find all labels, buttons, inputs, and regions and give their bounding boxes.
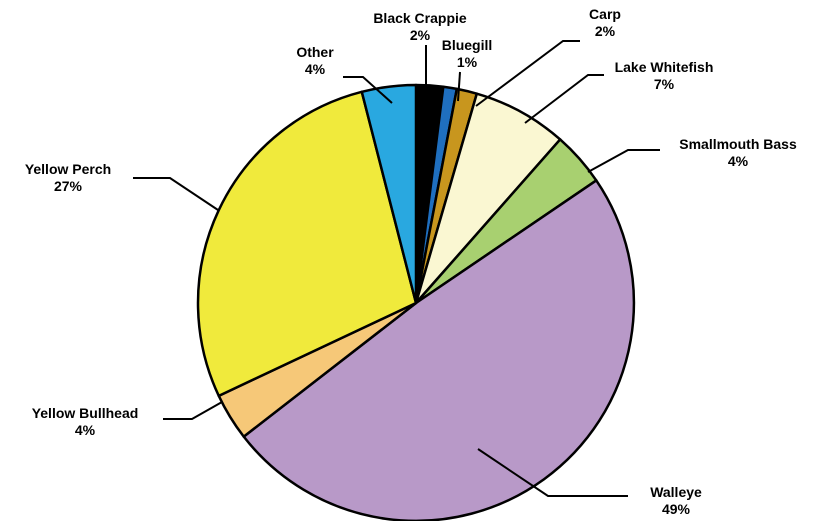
slice-percent-yellow-bullhead: 4% [75, 422, 96, 438]
pie-slice-other [360, 83, 418, 305]
slice-label-black-crappie: Black Crappie [373, 10, 467, 26]
pie-slice-yellow-perch [196, 90, 418, 398]
slice-label-yellow-bullhead: Yellow Bullhead [32, 405, 139, 421]
slice-percent-yellow-perch: 27% [54, 178, 83, 194]
slice-percent-smallmouth-bass: 4% [728, 153, 749, 169]
leader-lines-layer [133, 40, 660, 497]
slice-label-other: Other [296, 44, 334, 60]
leader-line-other [343, 76, 393, 104]
slice-label-bluegill: Bluegill [442, 37, 493, 53]
leader-line-smallmouth-bass [587, 149, 660, 173]
slice-label-lake-whitefish: Lake Whitefish [615, 59, 714, 75]
slice-percent-lake-whitefish: 7% [654, 76, 675, 92]
slice-percent-walleye: 49% [662, 501, 691, 517]
slice-percent-bluegill: 1% [457, 54, 478, 70]
slice-percent-black-crappie: 2% [410, 27, 431, 43]
pie-slice-walleye [242, 179, 636, 521]
leader-line-lake-whitefish [524, 74, 604, 124]
slice-percent-carp: 2% [595, 23, 616, 39]
slice-label-carp: Carp [589, 6, 621, 22]
slice-label-walleye: Walleye [650, 484, 702, 500]
leader-line-carp [475, 40, 580, 107]
slices-layer [196, 83, 636, 521]
leader-line-yellow-bullhead [163, 401, 223, 420]
slice-label-yellow-perch: Yellow Perch [25, 161, 111, 177]
slice-percent-other: 4% [305, 61, 326, 77]
slice-label-smallmouth-bass: Smallmouth Bass [679, 136, 797, 152]
leader-line-yellow-perch [133, 177, 219, 211]
leader-line-bluegill [457, 71, 461, 102]
leader-line-walleye [477, 448, 628, 497]
